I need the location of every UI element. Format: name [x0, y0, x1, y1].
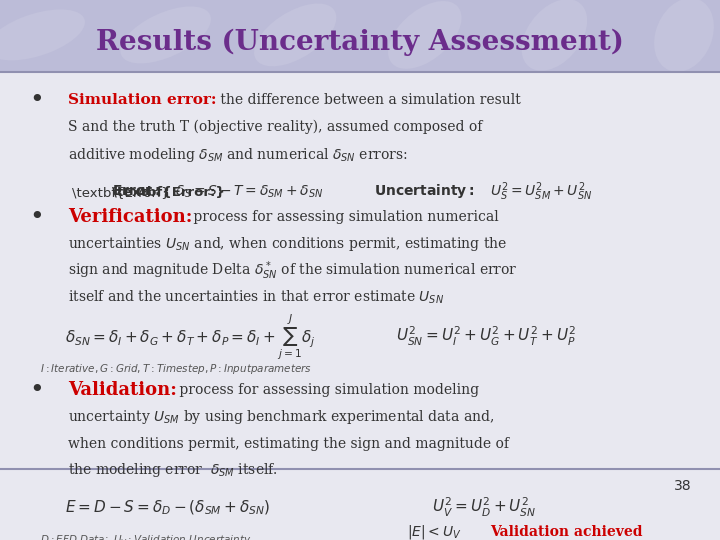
Text: uncertainties $U_{SN}$ and, when conditions permit, estimating the: uncertainties $U_{SN}$ and, when conditi…	[68, 235, 508, 253]
Ellipse shape	[0, 10, 85, 60]
Text: $\it{I: Iterative, G: Grid, T: Time step, P: Input parameters}$: $\it{I: Iterative, G: Grid, T: Time step…	[40, 362, 312, 376]
Text: $\it{D: EFD\ Data;\ U_V: Validation\ Uncertainty}$: $\it{D: EFD\ Data;\ U_V: Validation\ Unc…	[40, 533, 251, 540]
Text: Verification:: Verification:	[68, 208, 193, 226]
Text: $\delta_{SN} = \delta_I + \delta_G + \delta_T + \delta_P = \delta_I + \sum_{j=1}: $\delta_{SN} = \delta_I + \delta_G + \de…	[65, 312, 315, 361]
Text: sign and magnitude Delta $\delta^*_{SN}$ of the simulation numerical error: sign and magnitude Delta $\delta^*_{SN}$…	[68, 260, 518, 282]
Text: $\mathbf{Uncertainty:}$   $U_S^2 = U_{SM}^2 + U_{SN}^2$: $\mathbf{Uncertainty:}$ $U_S^2 = U_{SM}^…	[374, 181, 593, 204]
Text: S and the truth T (objective reality), assumed composed of: S and the truth T (objective reality), a…	[68, 120, 483, 134]
Text: Results (Uncertainty Assessment): Results (Uncertainty Assessment)	[96, 29, 624, 56]
Text: $U_V^2 = U_D^2 + U_{SN}^2$: $U_V^2 = U_D^2 + U_{SN}^2$	[432, 496, 536, 519]
Text: 38: 38	[674, 480, 691, 494]
Text: •: •	[29, 205, 43, 229]
Text: $E = D - S = \delta_D - (\delta_{SM} + \delta_{SN})$: $E = D - S = \delta_D - (\delta_{SM} + \…	[65, 498, 270, 517]
Ellipse shape	[120, 6, 211, 63]
Text: the modeling error  $\delta_{SM}$ itself.: the modeling error $\delta_{SM}$ itself.	[68, 461, 279, 479]
FancyBboxPatch shape	[385, 510, 702, 540]
Ellipse shape	[521, 0, 588, 71]
Text: \textbf{Error:}: \textbf{Error:}	[112, 186, 225, 199]
Text: Validation:: Validation:	[68, 381, 177, 399]
Text: when conditions permit, estimating the sign and magnitude of: when conditions permit, estimating the s…	[68, 437, 510, 451]
Text: $\mathbf{Error:}$   $\delta_S = S - T = \delta_{SM} + \delta_{SN}$: $\mathbf{Error:}$ $\delta_S = S - T = \d…	[112, 184, 323, 200]
Ellipse shape	[254, 4, 336, 66]
Ellipse shape	[654, 0, 714, 72]
Text: uncertainty $U_{SM}$ by using benchmark experimental data and,: uncertainty $U_{SM}$ by using benchmark …	[68, 408, 495, 426]
Text: $U_{SN}^2 = U_I^2 + U_G^2 + U_T^2 + U_P^2$: $U_{SN}^2 = U_I^2 + U_G^2 + U_T^2 + U_P^…	[396, 325, 576, 348]
Ellipse shape	[388, 1, 462, 69]
Text: \textbf{Error:}: \textbf{Error:}	[72, 186, 170, 199]
Text: process for assessing simulation modeling: process for assessing simulation modelin…	[175, 383, 479, 397]
Text: itself and the uncertainties in that error estimate $U_{SN}$: itself and the uncertainties in that err…	[68, 288, 444, 306]
Text: $|E| < U_V$: $|E| < U_V$	[407, 523, 462, 540]
Text: •: •	[29, 378, 43, 402]
Text: additive modeling $\delta_{SM}$ and numerical $\delta_{SN}$ errors:: additive modeling $\delta_{SM}$ and nume…	[68, 146, 408, 164]
FancyBboxPatch shape	[0, 0, 720, 72]
Text: Validation achieved: Validation achieved	[490, 525, 642, 539]
Text: process for assessing simulation numerical: process for assessing simulation numeric…	[189, 210, 499, 224]
Text: Simulation error:: Simulation error:	[68, 93, 217, 107]
Text: the difference between a simulation result: the difference between a simulation resu…	[216, 93, 521, 107]
Text: •: •	[29, 88, 43, 112]
